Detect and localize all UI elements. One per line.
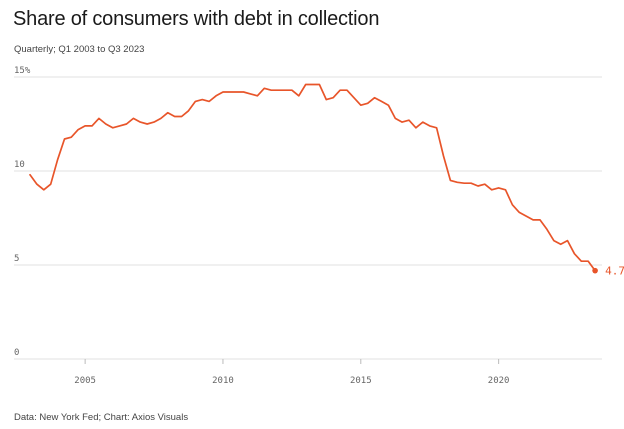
x-tick-label-2005: 2005 <box>74 376 96 386</box>
y-axis-ticks: 0 5 10 15% <box>14 66 31 358</box>
chart-source: Data: New York Fed; Chart: Axios Visuals <box>14 412 189 423</box>
chart-subtitle: Quarterly; Q1 2003 to Q3 2023 <box>14 44 145 55</box>
series-line <box>29 83 596 272</box>
y-tick-label-5: 5 <box>14 254 19 264</box>
x-tick-label-2010: 2010 <box>212 376 234 386</box>
y-tick-label-10: 10 <box>14 160 25 170</box>
chart-title: Share of consumers with debt in collecti… <box>13 8 380 30</box>
y-tick-label-0: 0 <box>14 348 19 358</box>
series-layer <box>29 83 596 272</box>
x-tick-label-2020: 2020 <box>488 376 510 386</box>
end-point-marker <box>592 267 598 274</box>
end-marker-layer: 4.7% <box>592 265 624 278</box>
x-axis-ticks: 2005 2010 2015 2020 <box>74 359 509 386</box>
x-tick-label-2015: 2015 <box>350 376 372 386</box>
gridlines <box>14 76 602 360</box>
end-value-label: 4.7% <box>605 265 624 278</box>
y-tick-label-15: 15% <box>14 66 31 76</box>
